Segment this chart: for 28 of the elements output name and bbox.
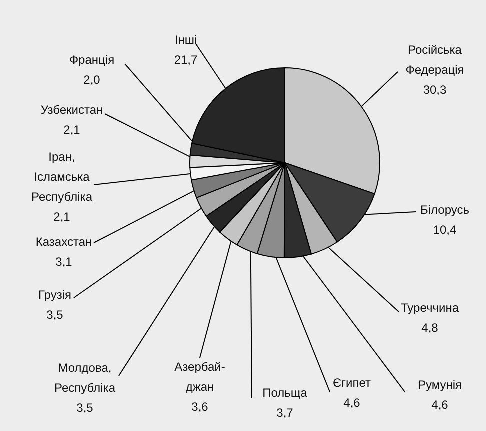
slice-label: Іран, Ісламська Республіка [32, 150, 93, 204]
data-label: 3,5 [76, 401, 94, 415]
data-label: 4,8 [422, 321, 439, 335]
data-label: 2,1 [54, 210, 71, 224]
slice-label: Румунія [418, 378, 462, 392]
data-label: 30,3 [423, 83, 447, 97]
slice-label: Франція [69, 53, 115, 67]
slice-label: Грузія [38, 288, 72, 302]
slice-label: Молдова, Республіка [54, 361, 116, 395]
data-label: 4,6 [344, 396, 361, 410]
slice-label: Інші [174, 33, 198, 47]
slice-label: Узбекистан [40, 103, 104, 117]
data-label: 3,1 [56, 255, 73, 269]
data-label: 3,7 [276, 406, 294, 420]
slice-label: Туреччина [401, 301, 460, 315]
slice-label: Казахстан [36, 235, 92, 249]
data-label: 21,7 [174, 53, 198, 67]
data-label: 4,6 [432, 398, 449, 412]
data-label: 3,5 [46, 308, 64, 322]
data-label: 2,0 [84, 73, 101, 87]
slice-label: Білорусь [420, 203, 470, 217]
slice-label: Єгипет [333, 376, 372, 390]
data-label: 3,6 [192, 400, 209, 414]
data-label: 10,4 [433, 223, 457, 237]
data-label: 2,1 [64, 123, 81, 137]
slice-label: Польща [262, 386, 308, 400]
slice-label: Азербай-джан [174, 360, 226, 394]
slice-label: Російська Федерація [406, 43, 464, 77]
